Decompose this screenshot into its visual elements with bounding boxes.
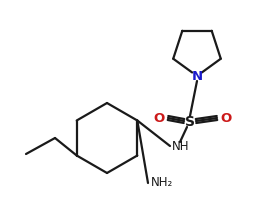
Text: N: N <box>191 69 203 83</box>
Text: O: O <box>220 111 232 125</box>
Text: NH: NH <box>172 140 190 152</box>
Text: O: O <box>153 111 165 125</box>
Text: NH₂: NH₂ <box>151 177 173 189</box>
Text: S: S <box>185 115 195 129</box>
